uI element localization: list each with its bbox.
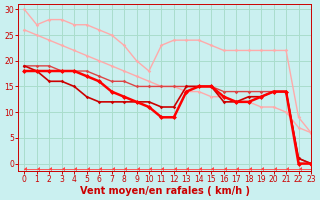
X-axis label: Vent moyen/en rafales ( km/h ): Vent moyen/en rafales ( km/h ) xyxy=(80,186,250,196)
